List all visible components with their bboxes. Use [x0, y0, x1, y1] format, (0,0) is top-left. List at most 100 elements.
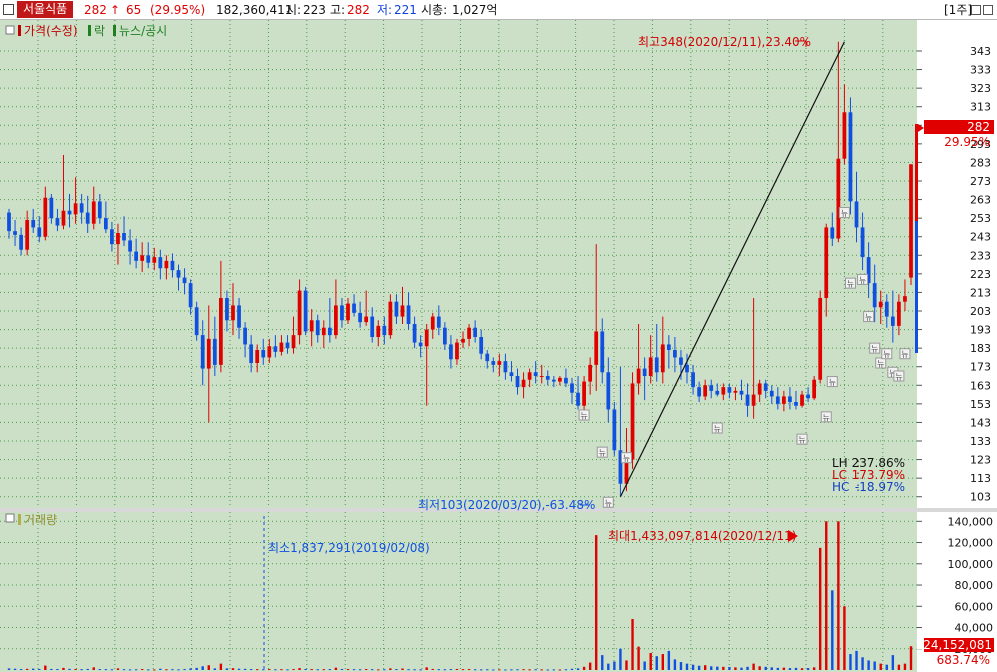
- low-note: 최저103(2020/03/20),-63.48%: [418, 498, 595, 512]
- volume-legend[interactable]: 거래량: [24, 513, 57, 527]
- news-marker-glyph: 뉴: [823, 413, 830, 422]
- candle-body: [648, 357, 653, 376]
- trendline[interactable]: [619, 41, 845, 497]
- volume-bar: [831, 590, 834, 670]
- news-marker-icon[interactable]: [820, 411, 832, 423]
- volume-bar: [316, 669, 319, 671]
- news-marker-icon[interactable]: [869, 342, 881, 354]
- candle-body: [279, 342, 284, 352]
- candle-body: [515, 376, 520, 388]
- price-tick-label: 213: [970, 286, 991, 299]
- news-marker-icon[interactable]: [578, 409, 590, 421]
- volume-bar: [25, 668, 29, 670]
- candle-body: [503, 361, 508, 373]
- news-marker-icon[interactable]: [875, 357, 887, 369]
- volume-bar: [607, 663, 610, 670]
- candle-body: [654, 357, 659, 373]
- volume-bar: [516, 669, 519, 671]
- news-marker-icon[interactable]: [796, 433, 808, 445]
- candle-body: [158, 257, 163, 269]
- legend-news[interactable]: 뉴스/공시: [119, 24, 167, 38]
- volume-bar: [237, 668, 241, 670]
- candle-body: [788, 396, 792, 402]
- candle-body: [539, 376, 544, 377]
- period-selector[interactable]: [1주]: [944, 3, 973, 17]
- candle-body: [842, 112, 847, 159]
- stock-chart[interactable]: 103 113 123 133 143 153 163 173 183 193 203 213 223 2…: [0, 20, 997, 672]
- price-tick-label: 203: [970, 305, 991, 318]
- candle-body: [636, 368, 641, 384]
- current-price: 282: [84, 3, 107, 17]
- news-marker-icon[interactable]: [893, 370, 905, 382]
- candle-body: [436, 316, 441, 328]
- news-marker-icon[interactable]: [596, 446, 608, 458]
- stock-name[interactable]: 서울식품: [17, 1, 74, 18]
- high-note: 최고348(2020/12/11),23.40%: [638, 35, 811, 49]
- news-marker-icon[interactable]: [899, 348, 911, 360]
- candle-body: [630, 383, 635, 460]
- minimize-icon[interactable]: [971, 5, 981, 15]
- volume-bar: [540, 669, 543, 671]
- news-marker-icon[interactable]: [602, 496, 614, 508]
- volume-bar: [486, 669, 489, 671]
- candle-body: [49, 197, 54, 219]
- volume-bar: [582, 666, 586, 670]
- candle-body: [91, 201, 96, 224]
- news-marker-glyph: 뉴: [877, 360, 884, 369]
- volume-bar: [32, 668, 35, 670]
- maximize-icon[interactable]: [983, 5, 993, 15]
- volume-bar: [897, 664, 901, 670]
- volume-bar: [310, 669, 313, 671]
- volume-bar: [679, 662, 683, 670]
- candle-body: [709, 385, 714, 391]
- volume-bar: [467, 669, 471, 671]
- candle-body: [79, 203, 84, 213]
- news-marker-icon[interactable]: [826, 376, 838, 388]
- volume-panel-toggle[interactable]: [5, 513, 15, 523]
- volume-bar: [371, 669, 374, 671]
- news-marker-icon[interactable]: [857, 273, 869, 285]
- volume-bar: [643, 661, 646, 670]
- up-arrow-icon: ↑: [110, 3, 121, 17]
- legend-price[interactable]: 가격(수정): [24, 24, 78, 38]
- volume-bar: [419, 669, 422, 671]
- news-marker-icon[interactable]: [844, 277, 856, 289]
- candle-body: [194, 307, 199, 336]
- volume-bar: [534, 669, 537, 671]
- volume-bar: [286, 669, 289, 671]
- mcap-value: 1,027억: [452, 3, 498, 17]
- price-panel-toggle[interactable]: [5, 25, 15, 35]
- candle-body: [818, 298, 823, 380]
- volume-bar: [195, 667, 198, 670]
- candle-body: [346, 303, 350, 321]
- stat-lc-label: LC: [832, 468, 847, 482]
- legend-rights[interactable]: 락: [94, 24, 105, 38]
- candle-body: [146, 255, 151, 263]
- volume-bar: [595, 535, 598, 670]
- volume-bar: [552, 669, 556, 671]
- volume-bar: [564, 669, 568, 671]
- panel-separator[interactable]: [0, 508, 997, 512]
- news-marker-icon[interactable]: [711, 422, 723, 434]
- price-tick-label: 133: [970, 435, 991, 448]
- news-marker-icon[interactable]: [881, 348, 893, 360]
- news-marker-icon[interactable]: [863, 311, 875, 323]
- volume-bar: [364, 669, 368, 671]
- candle-body: [757, 383, 762, 395]
- volume-bar: [879, 663, 882, 670]
- news-marker-icon[interactable]: [838, 207, 850, 219]
- news-marker-glyph: 뉴: [889, 369, 896, 378]
- volume-bar: [746, 666, 749, 670]
- candle-body: [449, 344, 453, 360]
- volume-bar: [201, 666, 204, 670]
- news-marker-glyph: 뉴: [599, 449, 606, 458]
- candle-body: [679, 357, 683, 365]
- select-checkbox[interactable]: [3, 4, 14, 15]
- candle-body: [903, 296, 907, 302]
- volume-bar: [849, 654, 852, 670]
- open-label: 시:: [286, 3, 302, 17]
- volume-bar: [231, 668, 235, 670]
- grid-lines: [0, 20, 917, 672]
- news-marker-icon[interactable]: [620, 452, 632, 464]
